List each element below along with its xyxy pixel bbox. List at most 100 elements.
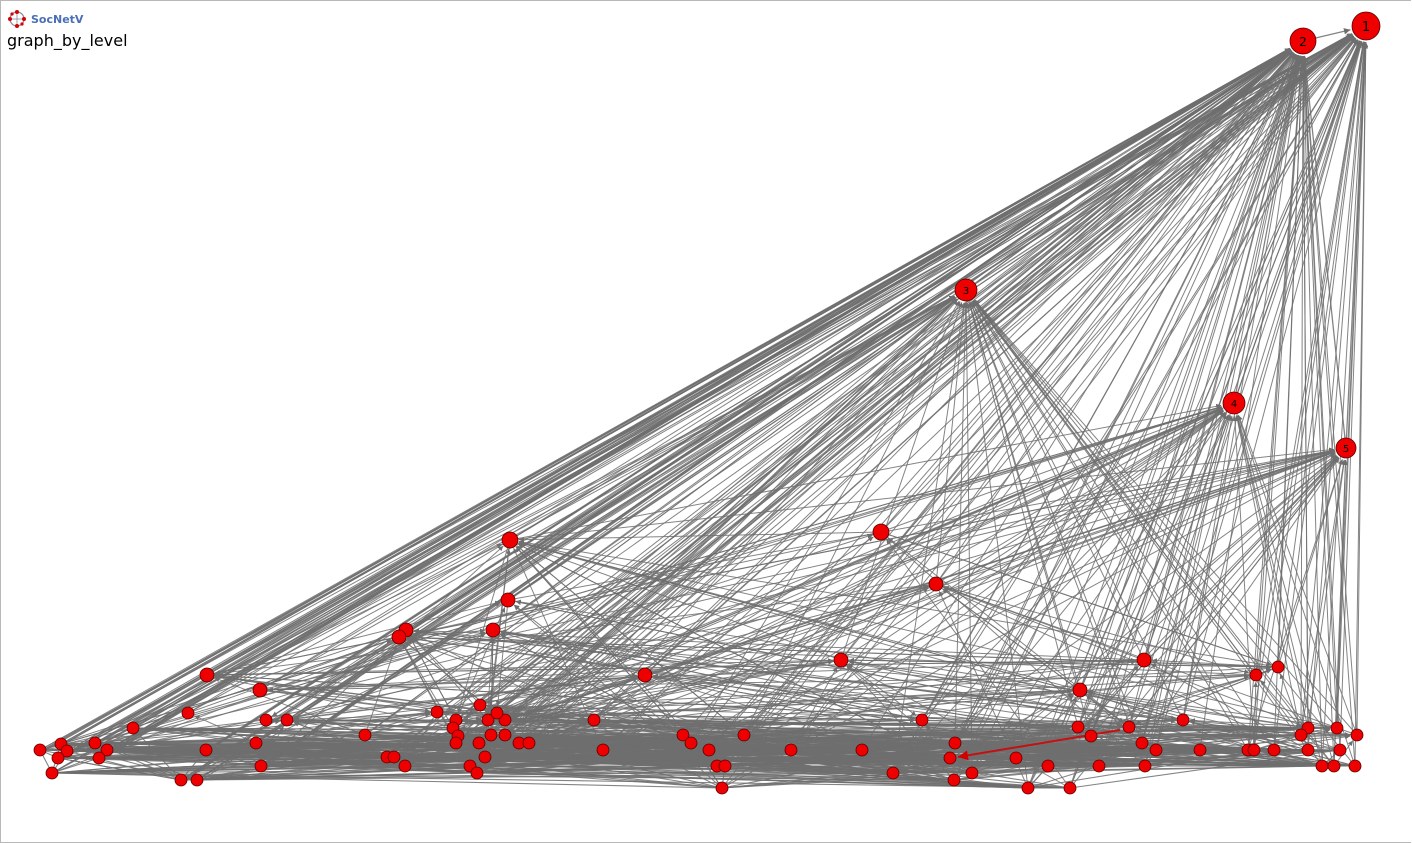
graph-node[interactable]	[398, 759, 412, 773]
graph-node[interactable]	[1327, 759, 1341, 773]
graph-node[interactable]	[948, 736, 962, 750]
graph-node[interactable]	[676, 728, 690, 742]
graph-node[interactable]	[472, 736, 486, 750]
graph-node[interactable]	[33, 743, 47, 757]
graph-node-1[interactable]	[1351, 11, 1381, 41]
graph-node[interactable]	[249, 736, 263, 750]
graph-node[interactable]	[174, 773, 188, 787]
graph-node[interactable]	[126, 721, 140, 735]
graph-node[interactable]	[199, 667, 215, 683]
graph-node[interactable]	[1063, 781, 1077, 795]
graph-node[interactable]	[1271, 660, 1285, 674]
graph-node[interactable]	[1041, 759, 1055, 773]
graph-node[interactable]	[1009, 751, 1023, 765]
graph-node[interactable]	[199, 743, 213, 757]
graph-node[interactable]	[715, 781, 729, 795]
graph-node[interactable]	[784, 743, 798, 757]
graph-node[interactable]	[430, 705, 444, 719]
graph-node[interactable]	[833, 652, 849, 668]
graph-node[interactable]	[1350, 728, 1364, 742]
graph-node[interactable]	[484, 728, 498, 742]
graph-node[interactable]	[947, 773, 961, 787]
graph-node[interactable]	[254, 759, 268, 773]
graph-node[interactable]	[473, 698, 487, 712]
graph-node[interactable]	[45, 766, 59, 780]
graph-node[interactable]	[1294, 728, 1308, 742]
graph-node[interactable]	[522, 736, 536, 750]
graph-node[interactable]	[387, 750, 401, 764]
graph-node[interactable]	[501, 531, 519, 549]
graph-node[interactable]	[60, 744, 74, 758]
graph-node[interactable]	[1301, 743, 1315, 757]
graph-node[interactable]	[498, 728, 512, 742]
graph-edge	[1307, 41, 1367, 751]
graph-node[interactable]	[259, 713, 273, 727]
graph-edge	[214, 659, 842, 678]
graph-node[interactable]	[470, 766, 484, 780]
graph-node[interactable]	[928, 576, 944, 592]
graph-node[interactable]	[1084, 729, 1098, 743]
graph-node[interactable]	[718, 759, 732, 773]
graph-node[interactable]	[1071, 720, 1085, 734]
graph-node-4[interactable]	[1222, 391, 1246, 415]
graph-node[interactable]	[1348, 759, 1362, 773]
graph-node[interactable]	[596, 743, 610, 757]
graph-node[interactable]	[1149, 743, 1163, 757]
graph-node[interactable]	[1136, 652, 1152, 668]
graph-node[interactable]	[886, 766, 900, 780]
graph-node[interactable]	[915, 713, 929, 727]
graph-node[interactable]	[1092, 759, 1106, 773]
graph-node[interactable]	[943, 751, 957, 765]
graph-node[interactable]	[872, 523, 890, 541]
app-logo: SocNetV	[6, 9, 83, 29]
graph-node[interactable]	[1072, 682, 1088, 698]
graph-node[interactable]	[587, 713, 601, 727]
graph-node[interactable]	[1176, 713, 1190, 727]
graph-node-5[interactable]	[1335, 437, 1357, 459]
graph-node[interactable]	[1193, 743, 1207, 757]
graph-node[interactable]	[252, 682, 268, 698]
graph-node[interactable]	[190, 773, 204, 787]
graph-edge	[708, 52, 1294, 751]
graph-node[interactable]	[92, 751, 106, 765]
graph-node[interactable]	[280, 713, 294, 727]
graph-node[interactable]	[485, 622, 501, 638]
graph-edge	[600, 718, 745, 736]
graph-node[interactable]	[1315, 759, 1329, 773]
graph-node[interactable]	[481, 713, 495, 727]
graph-node[interactable]	[702, 743, 716, 757]
graph-node-2[interactable]	[1289, 27, 1317, 55]
graph-node[interactable]	[478, 750, 492, 764]
graph-node[interactable]	[100, 743, 114, 757]
graph-node[interactable]	[498, 713, 512, 727]
graph-node[interactable]	[1138, 759, 1152, 773]
graph-node[interactable]	[1021, 781, 1035, 795]
graph-node[interactable]	[684, 736, 698, 750]
graph-node[interactable]	[51, 751, 65, 765]
graph-node[interactable]	[181, 706, 195, 720]
graph-node[interactable]	[1333, 743, 1347, 757]
graph-node[interactable]	[88, 736, 102, 750]
graph-node[interactable]	[490, 706, 504, 720]
graph-node[interactable]	[1122, 720, 1136, 734]
graph-node[interactable]	[449, 736, 463, 750]
graph-node[interactable]	[1267, 743, 1281, 757]
graph-edge	[484, 35, 1355, 758]
graph-node[interactable]	[855, 743, 869, 757]
graph-node[interactable]	[1135, 736, 1149, 750]
graph-edge	[1235, 415, 1302, 736]
graph-node[interactable]	[391, 629, 407, 645]
graph-node[interactable]	[637, 667, 653, 683]
graph-node[interactable]	[358, 728, 372, 742]
graph-node[interactable]	[965, 766, 979, 780]
graph-node[interactable]	[1330, 721, 1344, 735]
graph-edge	[436, 35, 1354, 713]
graph-edge	[259, 295, 955, 691]
graph-edge	[1128, 55, 1301, 728]
graph-node[interactable]	[1247, 743, 1261, 757]
graph-node[interactable]	[500, 592, 516, 608]
graph-node-3[interactable]	[954, 278, 978, 302]
graph-node[interactable]	[737, 728, 751, 742]
graph-node[interactable]	[1249, 668, 1263, 682]
